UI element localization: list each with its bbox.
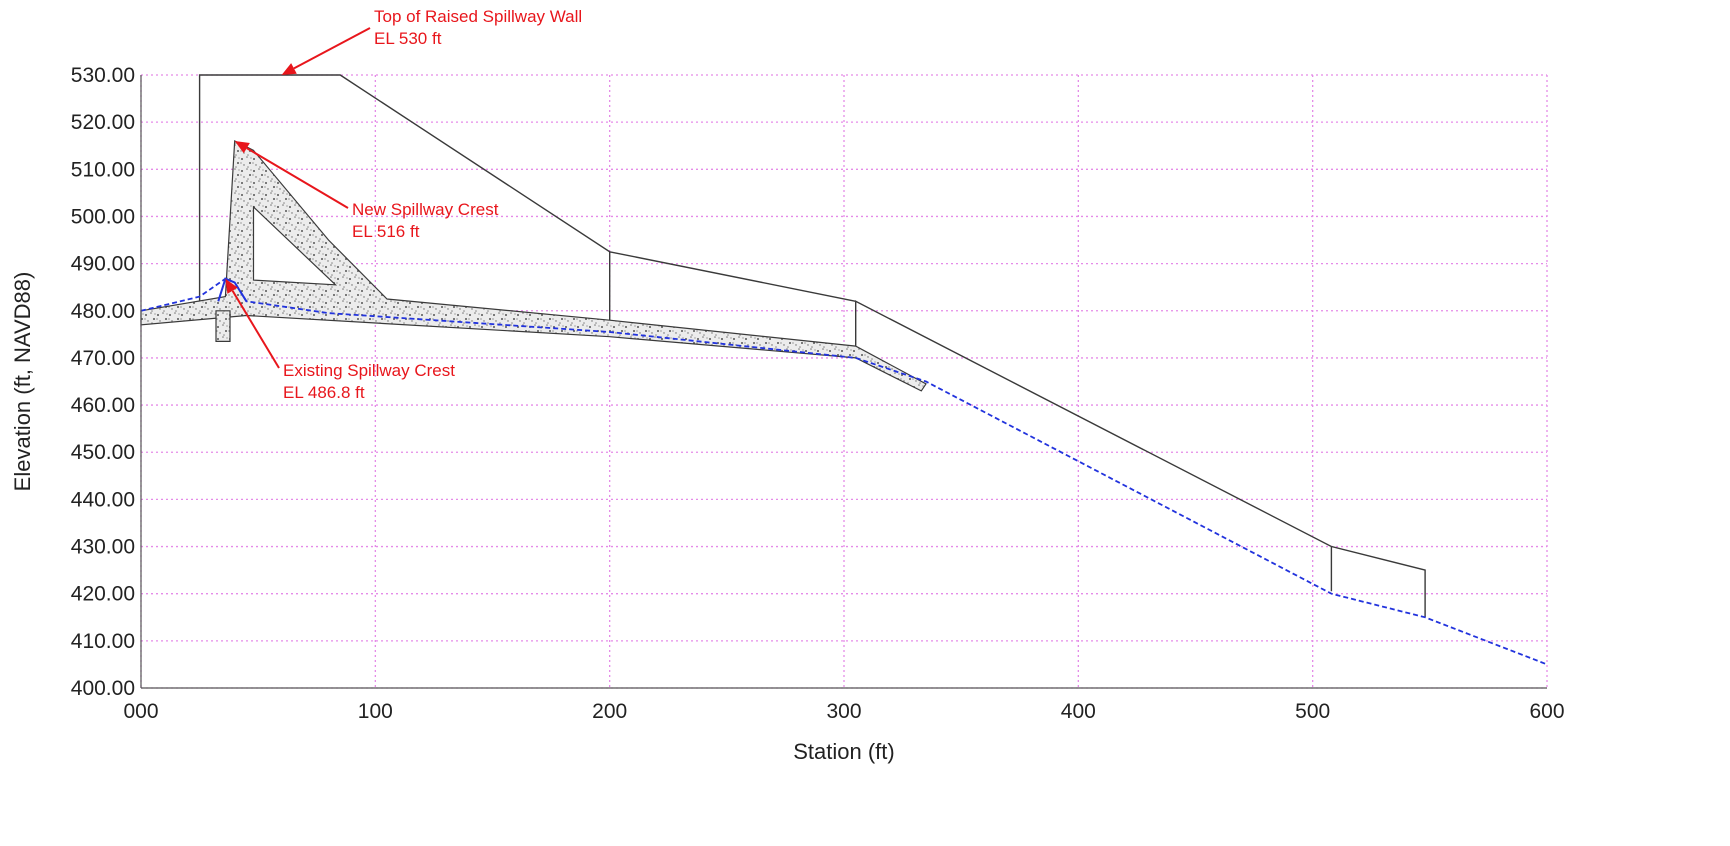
water-profile-line <box>140 277 1548 666</box>
y-tick-label: 530.00 <box>71 64 135 87</box>
gridlines <box>140 74 1548 689</box>
annotation-elevation: EL 530 ft <box>374 29 442 48</box>
x-axis-title: Station (ft) <box>793 739 894 764</box>
y-axis-title: Elevation (ft, NAVD88) <box>10 272 35 492</box>
annotation-arrow-head <box>234 141 250 154</box>
annotation-title: Existing Spillway Crest <box>283 361 455 380</box>
axes <box>140 75 1547 689</box>
existing-crest-outline <box>217 277 248 302</box>
annotations: Top of Raised Spillway Wall EL 530 ft New … <box>225 7 582 402</box>
y-tick-label: 490.00 <box>71 253 135 276</box>
water-surface-profile <box>140 277 1548 666</box>
x-tick-label: 100 <box>358 700 393 723</box>
annotation-title: Top of Raised Spillway Wall <box>374 7 582 26</box>
annotation-elevation: EL 486.8 ft <box>283 383 365 402</box>
crest-gallery-opening <box>252 205 338 286</box>
annotation-title: New Spillway Crest <box>352 200 499 219</box>
y-tick-label: 400.00 <box>71 677 135 700</box>
annotation-arrow-line <box>246 147 349 209</box>
y-tick-label: 410.00 <box>71 630 135 653</box>
x-tick-label: 300 <box>826 700 861 723</box>
y-tick-label: 480.00 <box>71 300 135 323</box>
x-tick-label: 500 <box>1295 700 1330 723</box>
y-tick-label: 500.00 <box>71 205 135 228</box>
y-tick-label: 440.00 <box>71 488 135 511</box>
crest-pier <box>215 310 231 342</box>
annotation-arrow-head <box>281 63 297 75</box>
spillway-structure <box>140 74 1426 618</box>
y-tick-label: 430.00 <box>71 536 135 559</box>
annotation-elevation: EL 516 ft <box>352 222 420 241</box>
x-tick-label: 400 <box>1061 700 1096 723</box>
tick-labels: 000 100 200 300 400 500 600 400.00 410.00 420.00 4… <box>71 64 1565 723</box>
raised-wall-outline <box>198 74 1426 618</box>
x-tick-label: 200 <box>592 700 627 723</box>
x-tick-label: 600 <box>1529 700 1564 723</box>
y-tick-label: 450.00 <box>71 441 135 464</box>
annotation-arrow-head <box>225 278 238 294</box>
x-tick-label: 000 <box>123 700 158 723</box>
annotation-arrow-line <box>231 290 280 369</box>
y-tick-label: 470.00 <box>71 347 135 370</box>
annotation-arrow-line <box>293 27 371 70</box>
y-tick-label: 510.00 <box>71 158 135 181</box>
y-tick-label: 520.00 <box>71 111 135 134</box>
y-tick-label: 460.00 <box>71 394 135 417</box>
y-tick-label: 420.00 <box>71 583 135 606</box>
